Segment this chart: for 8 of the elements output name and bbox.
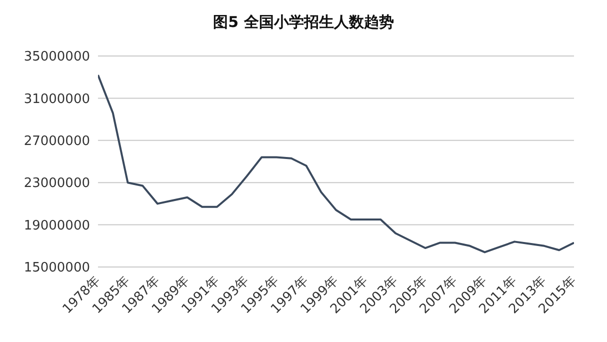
y-tick-label: 31000000	[24, 92, 90, 107]
chart-title: 图5 全国小学招生人数趋势	[212, 12, 395, 33]
y-tick-label: 15000000	[24, 260, 90, 276]
line-series	[98, 74, 574, 254]
y-tick-label: 19000000	[24, 218, 90, 234]
y-tick-label: 35000000	[24, 50, 90, 65]
y-tick-label: 27000000	[24, 134, 90, 150]
y-tick-label: 23000000	[24, 176, 90, 192]
